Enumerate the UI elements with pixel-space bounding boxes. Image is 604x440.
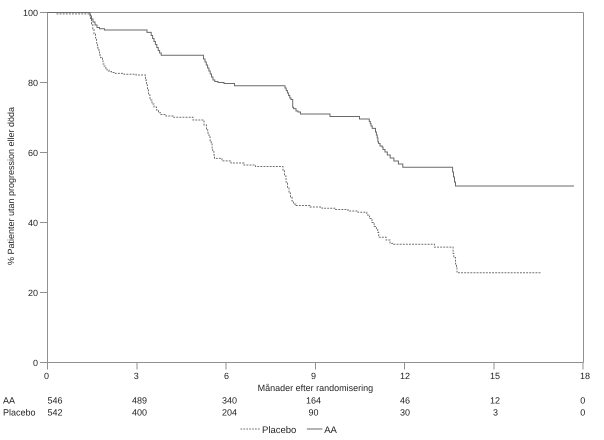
svg-text:400: 400 bbox=[132, 408, 147, 418]
svg-text:18: 18 bbox=[580, 371, 590, 381]
svg-text:Placebo: Placebo bbox=[3, 408, 36, 418]
svg-text:0: 0 bbox=[580, 396, 585, 406]
svg-text:15: 15 bbox=[490, 371, 500, 381]
svg-text:489: 489 bbox=[132, 396, 147, 406]
svg-text:Månader efter randomisering: Månader efter randomisering bbox=[258, 383, 374, 393]
svg-text:Placebo: Placebo bbox=[262, 425, 296, 436]
svg-text:12: 12 bbox=[490, 396, 500, 406]
svg-text:0: 0 bbox=[33, 358, 38, 368]
svg-text:100: 100 bbox=[23, 8, 38, 18]
svg-text:0: 0 bbox=[580, 408, 585, 418]
svg-text:% Patienter utan progression e: % Patienter utan progression eller döda bbox=[6, 107, 16, 265]
svg-text:3: 3 bbox=[134, 371, 139, 381]
svg-text:6: 6 bbox=[224, 371, 229, 381]
svg-text:46: 46 bbox=[400, 396, 410, 406]
svg-text:204: 204 bbox=[222, 408, 237, 418]
svg-text:30: 30 bbox=[400, 408, 410, 418]
svg-text:20: 20 bbox=[28, 288, 38, 298]
svg-text:542: 542 bbox=[48, 408, 63, 418]
svg-text:340: 340 bbox=[222, 396, 237, 406]
svg-text:3: 3 bbox=[493, 408, 498, 418]
svg-text:546: 546 bbox=[48, 396, 63, 406]
svg-text:40: 40 bbox=[28, 218, 38, 228]
svg-text:AA: AA bbox=[3, 396, 15, 406]
svg-text:164: 164 bbox=[306, 396, 321, 406]
svg-text:60: 60 bbox=[28, 148, 38, 158]
svg-text:80: 80 bbox=[28, 78, 38, 88]
svg-text:AA: AA bbox=[324, 425, 337, 436]
svg-text:90: 90 bbox=[308, 408, 318, 418]
svg-text:12: 12 bbox=[400, 371, 410, 381]
svg-text:9: 9 bbox=[311, 371, 316, 381]
svg-text:0: 0 bbox=[44, 371, 49, 381]
